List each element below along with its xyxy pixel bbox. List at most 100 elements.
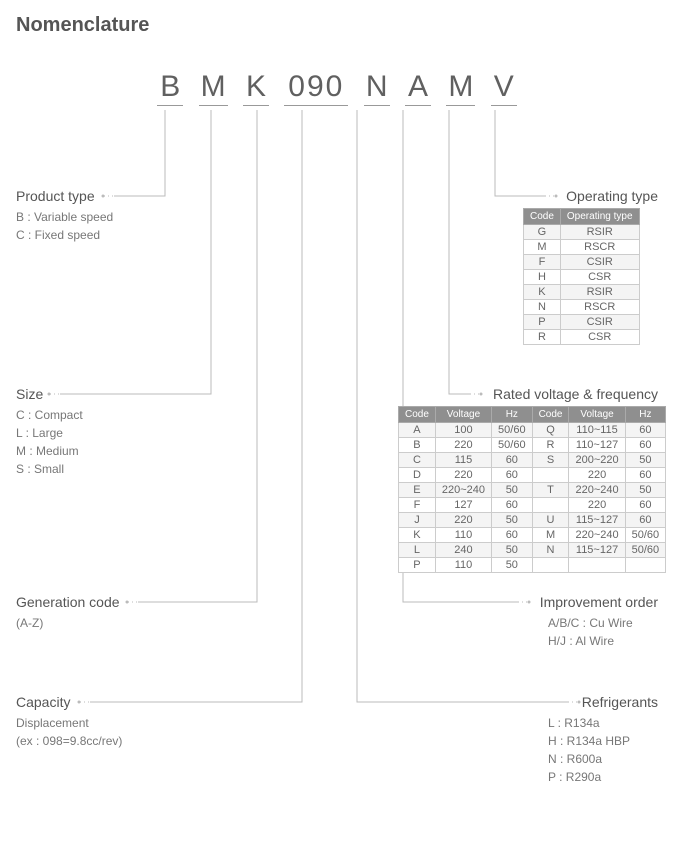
table-cell: M bbox=[532, 528, 569, 543]
table-cell: 50 bbox=[492, 513, 533, 528]
table-cell: CSIR bbox=[560, 255, 639, 270]
section-size: Size C : Compact L : Large M : Medium S … bbox=[16, 386, 176, 478]
table-row: L24050N115~12750/60 bbox=[399, 543, 666, 558]
table-cell: 110~115 bbox=[569, 423, 625, 438]
refrig-line-2: N : R600a bbox=[468, 750, 658, 768]
nomenclature-code: B M K 090 N A M V bbox=[0, 70, 674, 106]
table-row: B22050/60R110~12760 bbox=[399, 438, 666, 453]
table-row: NRSCR bbox=[524, 300, 640, 315]
table-cell: H bbox=[524, 270, 561, 285]
table-cell: 110 bbox=[435, 558, 491, 573]
table-row: P11050 bbox=[399, 558, 666, 573]
improve-line-1: H/J : Al Wire bbox=[468, 632, 658, 650]
table-cell: J bbox=[399, 513, 436, 528]
table-cell bbox=[532, 498, 569, 513]
table-cell: S bbox=[532, 453, 569, 468]
table-cell: 220 bbox=[569, 468, 625, 483]
page-title: Nomenclature bbox=[16, 14, 149, 37]
table-cell: RSIR bbox=[560, 285, 639, 300]
table-cell: 60 bbox=[492, 528, 533, 543]
table-cell: R bbox=[532, 438, 569, 453]
table-cell: 50/60 bbox=[625, 528, 666, 543]
table-cell: CSR bbox=[560, 330, 639, 345]
table-cell: 115 bbox=[435, 453, 491, 468]
table-row: PCSIR bbox=[524, 315, 640, 330]
table-cell: 100 bbox=[435, 423, 491, 438]
product-title: Product type bbox=[16, 188, 176, 204]
code-char-4: N bbox=[364, 70, 390, 106]
code-char-1: M bbox=[199, 70, 228, 106]
optype-title: Operating type bbox=[428, 188, 658, 204]
table-cell: RSCR bbox=[560, 300, 639, 315]
table-cell: 115~127 bbox=[569, 513, 625, 528]
size-line-2: M : Medium bbox=[16, 442, 176, 460]
table-cell: RSIR bbox=[560, 225, 639, 240]
table-row: KRSIR bbox=[524, 285, 640, 300]
section-improvement-order: Improvement order A/B/C : Cu Wire H/J : … bbox=[468, 594, 658, 650]
table-cell: 60 bbox=[625, 423, 666, 438]
table-cell: 50 bbox=[625, 483, 666, 498]
refrig-title: Refrigerants bbox=[468, 694, 658, 710]
section-operating-type: Operating type Code Operating type GRSIR… bbox=[428, 188, 658, 345]
table-cell: C bbox=[399, 453, 436, 468]
table-cell: 50 bbox=[492, 558, 533, 573]
table-cell: 60 bbox=[625, 513, 666, 528]
table-cell: 60 bbox=[625, 438, 666, 453]
table-cell: 50/60 bbox=[625, 543, 666, 558]
code-char-6: M bbox=[446, 70, 475, 106]
section-refrigerants: Refrigerants L : R134a H : R134a HBP N :… bbox=[468, 694, 658, 786]
refrig-line-1: H : R134a HBP bbox=[468, 732, 658, 750]
refrig-line-3: P : R290a bbox=[468, 768, 658, 786]
table-cell: CSIR bbox=[560, 315, 639, 330]
table-cell: P bbox=[524, 315, 561, 330]
table-cell bbox=[569, 558, 625, 573]
table-row: E220~24050T220~24050 bbox=[399, 483, 666, 498]
table-row: GRSIR bbox=[524, 225, 640, 240]
table-cell: 50/60 bbox=[492, 438, 533, 453]
voltage-table: Code Voltage Hz Code Voltage Hz A10050/6… bbox=[398, 406, 666, 573]
table-cell: N bbox=[524, 300, 561, 315]
table-cell: F bbox=[399, 498, 436, 513]
code-char-2: K bbox=[243, 70, 269, 106]
table-cell: 50 bbox=[492, 483, 533, 498]
table-cell: Q bbox=[532, 423, 569, 438]
table-cell: F bbox=[524, 255, 561, 270]
table-cell: A bbox=[399, 423, 436, 438]
size-line-0: C : Compact bbox=[16, 406, 176, 424]
table-row: FCSIR bbox=[524, 255, 640, 270]
table-cell: E bbox=[399, 483, 436, 498]
code-char-7: V bbox=[491, 70, 517, 106]
cap-line-0: Displacement bbox=[16, 714, 216, 732]
table-cell: 110~127 bbox=[569, 438, 625, 453]
section-product-type: Product type B : Variable speed C : Fixe… bbox=[16, 188, 176, 244]
table-cell bbox=[532, 558, 569, 573]
code-char-3: 090 bbox=[284, 70, 348, 106]
table-cell: 60 bbox=[625, 468, 666, 483]
table-cell: 110 bbox=[435, 528, 491, 543]
table-cell: M bbox=[524, 240, 561, 255]
table-cell: 240 bbox=[435, 543, 491, 558]
table-row: C11560S200~22050 bbox=[399, 453, 666, 468]
optype-header-1: Operating type bbox=[560, 209, 639, 225]
table-cell: 220~240 bbox=[435, 483, 491, 498]
table-cell: T bbox=[532, 483, 569, 498]
voltage-header-5: Hz bbox=[625, 407, 666, 423]
product-line-1: C : Fixed speed bbox=[16, 226, 176, 244]
table-cell: 220 bbox=[435, 438, 491, 453]
code-char-5: A bbox=[405, 70, 431, 106]
table-cell: 200~220 bbox=[569, 453, 625, 468]
size-line-3: S : Small bbox=[16, 460, 176, 478]
table-row: F1276022060 bbox=[399, 498, 666, 513]
gen-title: Generation code bbox=[16, 594, 196, 610]
table-cell: 50 bbox=[625, 453, 666, 468]
voltage-header-4: Voltage bbox=[569, 407, 625, 423]
table-cell: G bbox=[524, 225, 561, 240]
table-cell: K bbox=[524, 285, 561, 300]
table-cell: 50/60 bbox=[492, 423, 533, 438]
table-cell: L bbox=[399, 543, 436, 558]
table-cell: 50 bbox=[492, 543, 533, 558]
table-row: HCSR bbox=[524, 270, 640, 285]
table-row: D2206022060 bbox=[399, 468, 666, 483]
table-cell: 220 bbox=[569, 498, 625, 513]
table-cell bbox=[625, 558, 666, 573]
